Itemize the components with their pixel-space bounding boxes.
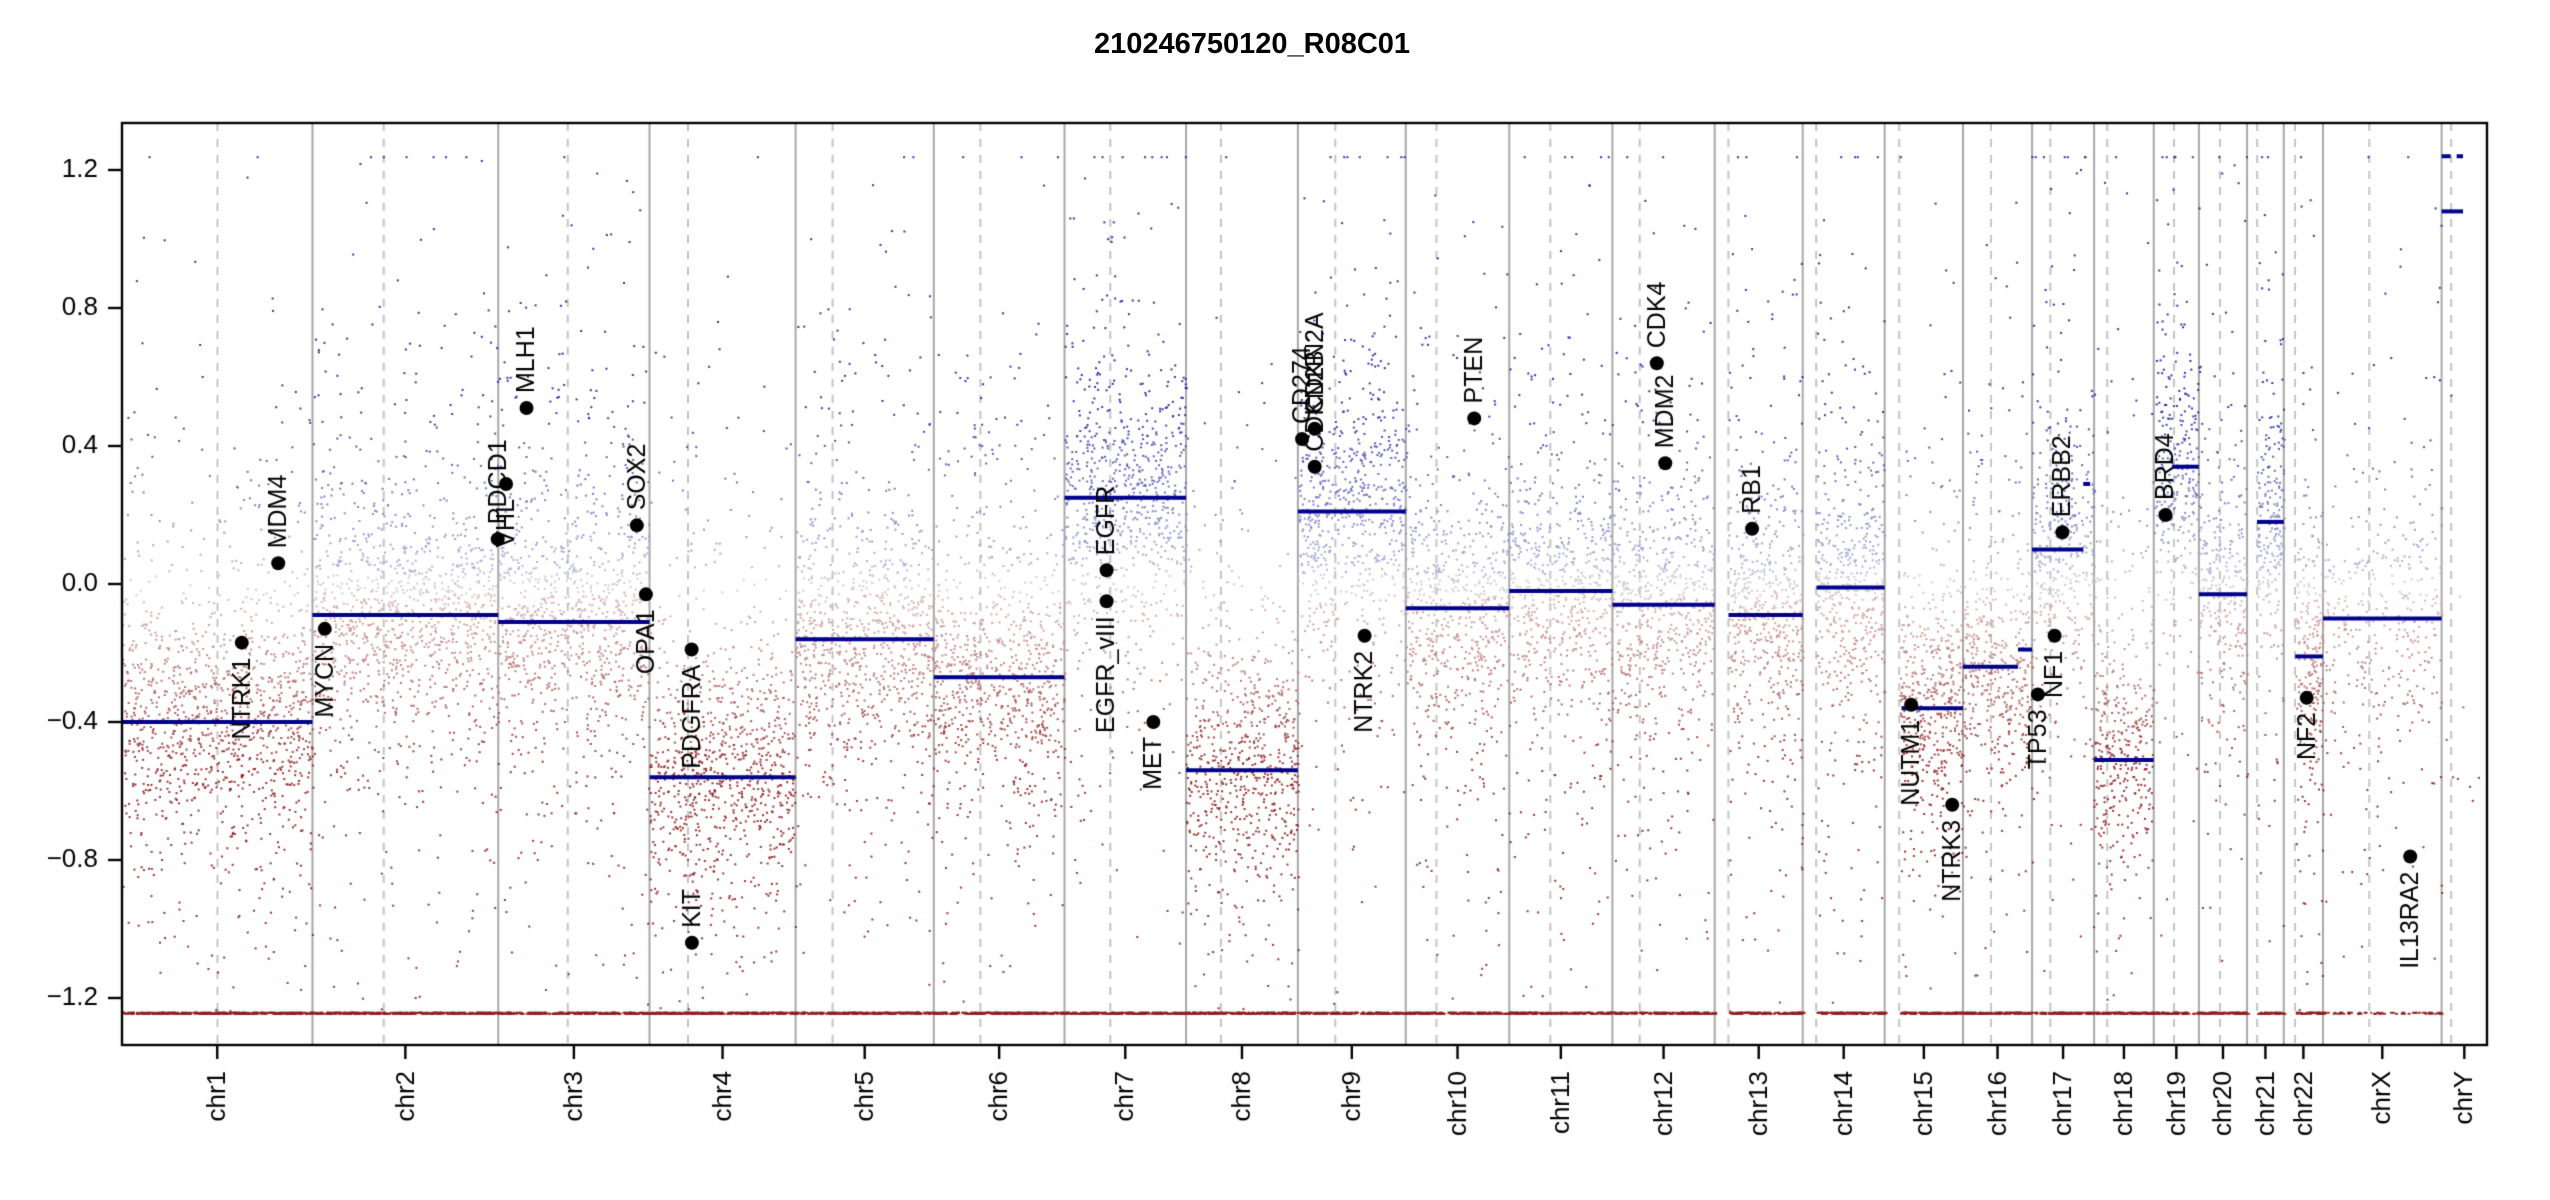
cnv-scatter-canvas <box>0 0 2550 1200</box>
cnv-plot-page: 210246750120_R08C01 <box>0 0 2550 1200</box>
